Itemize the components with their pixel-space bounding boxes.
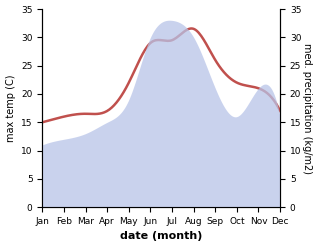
X-axis label: date (month): date (month)	[120, 231, 203, 242]
Y-axis label: med. precipitation (kg/m2): med. precipitation (kg/m2)	[302, 43, 313, 174]
Y-axis label: max temp (C): max temp (C)	[5, 74, 16, 142]
